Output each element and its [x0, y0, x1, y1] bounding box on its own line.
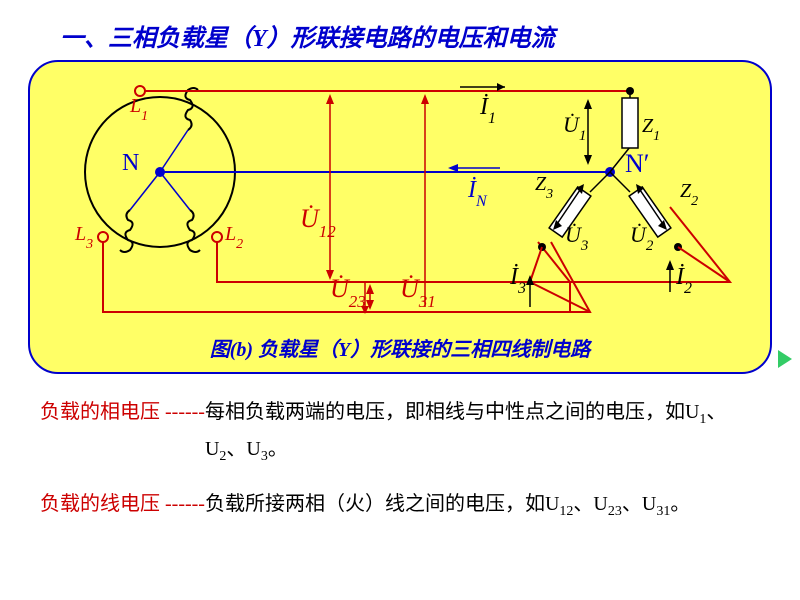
label-I2: İ2 [675, 264, 692, 297]
terminal-L2 [212, 232, 222, 242]
load-Z1 [622, 98, 638, 148]
label-U12: U̇12 [300, 204, 336, 241]
label-I3: İ3 [509, 264, 526, 297]
diagram-caption: 图(b) 负载星（Y）形联接的三相四线制电路 [30, 333, 770, 362]
definitions-block: 负载的相电压 ------ 每相负载两端的电压，即相线与中性点之间的电压，如U1… [40, 395, 760, 541]
page-title: 一、三相负载星（Y）形联接电路的电压和电流 [0, 0, 800, 53]
label-Z2: Z2 [680, 180, 698, 209]
definition-phase-voltage: 负载的相电压 ------ 每相负载两端的电压，即相线与中性点之间的电压，如U1… [40, 395, 760, 469]
def-text: 每相负载两端的电压，即相线与中性点之间的电压，如U1、U2、U3。 [205, 395, 760, 469]
label-U1: U̇1 [563, 112, 586, 144]
circuit-diagram: L1 L2 L3 N N′ Z1 Z2 Z3 İ1 İ2 İ3 İN U̇1 U… [28, 60, 772, 374]
label-I1: İ1 [479, 94, 496, 127]
def-text: 负载所接两相（火）线之间的电压，如U12、U23、U31。 [205, 487, 690, 524]
label-U3: U̇3 [565, 222, 588, 254]
def-term: 负载的线电压 ------ [40, 487, 205, 524]
label-N: N [122, 150, 139, 176]
label-L2: L2 [224, 223, 243, 252]
label-U23: U̇23 [330, 274, 366, 311]
label-Nprime: N′ [625, 149, 649, 178]
def-term: 负载的相电压 ------ [40, 395, 205, 469]
label-Z3: Z3 [535, 173, 553, 202]
circuit-svg: L1 L2 L3 N N′ Z1 Z2 Z3 İ1 İ2 İ3 İN U̇1 U… [30, 62, 770, 342]
terminal-L3 [98, 232, 108, 242]
label-U31: U̇31 [400, 274, 436, 311]
next-arrow-icon[interactable] [778, 350, 792, 368]
label-L3: L3 [74, 223, 93, 252]
label-Z1: Z1 [642, 115, 660, 144]
node-top-right [626, 87, 634, 95]
label-IN: İN [467, 177, 488, 210]
definition-line-voltage: 负载的线电压 ------ 负载所接两相（火）线之间的电压，如U12、U23、U… [40, 487, 760, 524]
